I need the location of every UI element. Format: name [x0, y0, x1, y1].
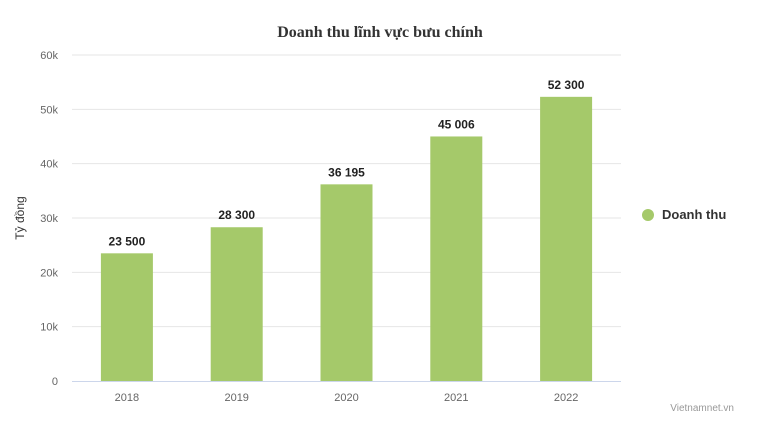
data-label-2020: 36 195: [328, 165, 365, 179]
y-tick-label: 20k: [40, 267, 58, 279]
legend-item-doanh-thu[interactable]: Doanh thu: [642, 207, 726, 222]
bar-2021[interactable]: [430, 136, 483, 381]
source-credit: Vietnamnet.vn: [670, 403, 734, 414]
data-label-2018: 23 500: [109, 234, 146, 248]
data-label-2019: 28 300: [218, 208, 255, 222]
legend-marker: [642, 208, 654, 221]
bar-2018[interactable]: [100, 253, 153, 381]
bar-2022[interactable]: [540, 96, 593, 381]
y-tick-label: 60k: [40, 50, 58, 62]
x-tick-label-2021: 2021: [444, 392, 468, 404]
x-tick-label-2019: 2019: [224, 392, 248, 404]
y-axis-tick-labels: 0 10k 20k 30k 40k 50k 60k: [40, 50, 58, 388]
chart-title: Doanh thu lĩnh vực bưu chính: [277, 24, 483, 41]
x-tick-label-2022: 2022: [554, 392, 578, 404]
y-axis-label: Tỷ đồng: [13, 196, 27, 239]
x-tick-label-2018: 2018: [115, 392, 139, 404]
y-tick-label: 50k: [40, 104, 58, 116]
bar-2020[interactable]: [320, 184, 373, 381]
bar-2019[interactable]: [210, 227, 263, 381]
data-label-2021: 45 006: [438, 117, 475, 131]
y-tick-label: 40k: [40, 159, 58, 171]
y-tick-label: 30k: [40, 213, 58, 225]
y-tick-label: 0: [52, 376, 58, 388]
bars: [100, 96, 593, 381]
x-tick-label-2020: 2020: [334, 392, 358, 404]
legend-label: Doanh thu: [662, 207, 727, 222]
x-axis-tick-labels: 2018 2019 2020 2021 2022: [115, 392, 579, 404]
y-tick-label: 10k: [40, 322, 58, 334]
data-labels: 23 500 28 300 36 195 45 006 52 300: [109, 78, 585, 248]
data-label-2022: 52 300: [548, 78, 585, 92]
